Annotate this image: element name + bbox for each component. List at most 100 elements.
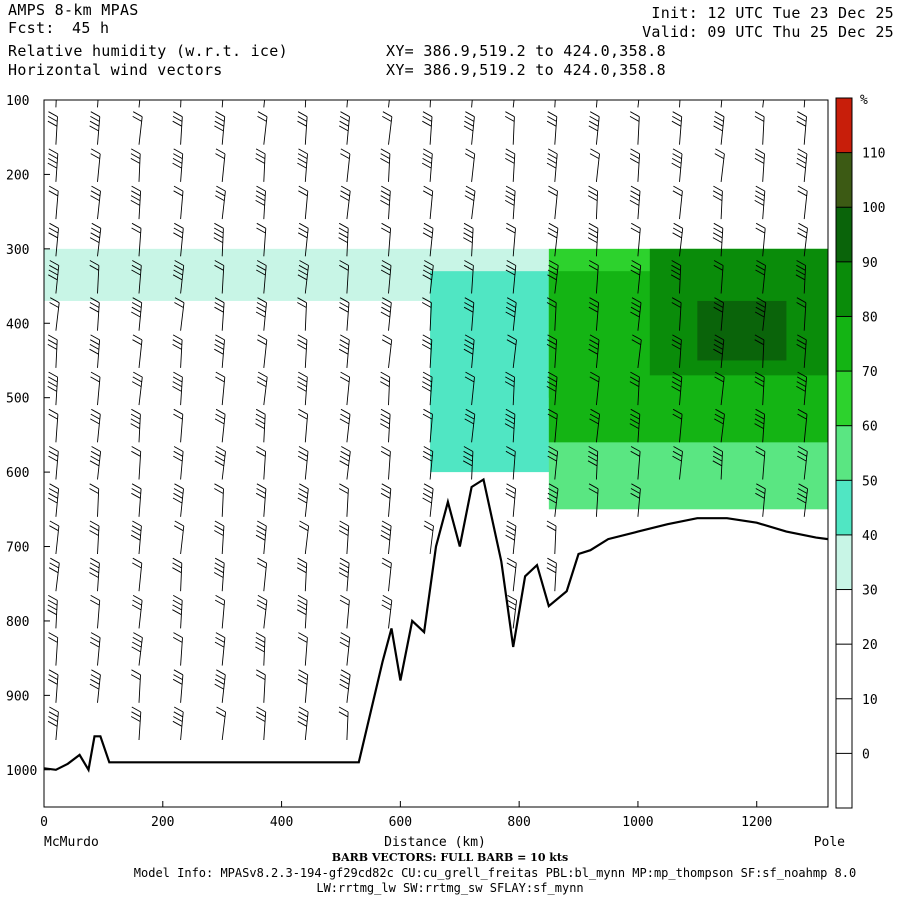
wind-barb <box>173 408 184 443</box>
wind-barb <box>172 632 183 666</box>
x-tick-label: 600 <box>389 815 412 830</box>
wind-barb <box>464 148 476 182</box>
wind-barb <box>546 371 558 406</box>
wind-barb <box>762 100 765 108</box>
wind-barb <box>714 148 725 182</box>
wind-barb <box>48 446 59 480</box>
wind-barb <box>589 371 600 406</box>
colorbar-swatch <box>836 698 852 754</box>
wind-barb <box>255 520 267 555</box>
wind-barb <box>131 371 143 406</box>
wind-barb <box>671 334 682 368</box>
wind-barb <box>381 595 393 629</box>
x-tick-label: 1000 <box>622 815 653 830</box>
wind-barb <box>48 408 59 443</box>
wind-barb <box>421 148 433 182</box>
wind-barb <box>380 185 391 220</box>
wind-barb <box>797 222 808 257</box>
wind-barb <box>588 297 600 331</box>
wind-barb <box>380 408 391 443</box>
wind-barb <box>587 222 599 257</box>
wind-barb <box>213 557 225 592</box>
wind-barb <box>338 111 350 145</box>
wind-barb <box>255 669 266 703</box>
wind-barb <box>422 222 434 257</box>
wind-barb <box>547 260 559 294</box>
wind-barb <box>421 334 433 368</box>
wind-barb <box>47 483 60 517</box>
wind-barb <box>49 297 60 331</box>
wind-barb <box>471 100 473 108</box>
wind-barb <box>173 446 184 480</box>
wind-barb <box>131 297 143 331</box>
colorbar-swatch <box>836 753 852 808</box>
y-tick-label: 400 <box>6 317 29 332</box>
wind-barb <box>89 260 100 294</box>
wind-barb <box>423 520 434 555</box>
wind-barb <box>256 222 267 257</box>
wind-barb <box>380 483 392 517</box>
colorbar-tick-label: 100 <box>862 201 885 216</box>
y-tick-label: 200 <box>6 168 29 183</box>
wind-barb <box>505 297 517 331</box>
wind-barb <box>297 334 308 368</box>
wind-barb <box>297 669 309 703</box>
wind-barb <box>214 446 226 480</box>
wind-barb <box>297 632 308 666</box>
wind-barb <box>506 557 517 592</box>
colorbar-tick-label: 20 <box>862 638 878 653</box>
wind-barb <box>714 408 725 443</box>
wind-barb <box>629 111 640 145</box>
wind-barb <box>547 446 559 480</box>
wind-barb <box>671 371 683 406</box>
wind-barb <box>797 446 808 480</box>
wind-barb <box>380 371 391 406</box>
wind-barb <box>172 669 184 703</box>
wind-barb <box>630 446 641 480</box>
wind-barb <box>132 111 143 145</box>
wind-barb <box>90 408 101 443</box>
wind-barb <box>297 706 309 741</box>
wind-barb <box>90 371 101 406</box>
y-tick-label: 500 <box>6 392 29 407</box>
wind-barb <box>48 222 59 257</box>
wind-barb <box>755 260 766 294</box>
wind-barb <box>130 185 142 220</box>
wind-barb <box>90 185 101 220</box>
y-axis: 100 200 300 400 500 600 700 800 900 1000 <box>6 94 50 779</box>
wind-barb <box>720 100 723 108</box>
colorbar-unit: % <box>860 93 868 108</box>
wind-barb <box>340 148 351 182</box>
wind-barb <box>672 446 683 480</box>
wind-barb <box>382 111 393 145</box>
colorbar-swatch <box>836 261 852 317</box>
wind-barb <box>49 520 60 555</box>
wind-barb <box>504 111 515 145</box>
wind-barb <box>713 260 724 294</box>
wind-barb <box>130 706 142 741</box>
wind-barb <box>505 260 517 294</box>
wind-barb <box>298 185 309 220</box>
wind-barb <box>214 632 226 666</box>
wind-barb <box>48 260 60 294</box>
wind-barb <box>48 632 59 666</box>
wind-barb <box>297 371 308 406</box>
wind-barb <box>755 446 766 480</box>
wind-barb <box>546 520 557 555</box>
wind-barb <box>546 557 557 592</box>
wind-barb <box>464 371 475 406</box>
wind-barb <box>263 100 266 108</box>
wind-barb <box>97 100 99 108</box>
wind-barb <box>754 371 765 406</box>
wind-barb <box>256 557 268 592</box>
wind-barb <box>429 100 431 108</box>
colorbar-swatch <box>836 98 852 153</box>
wind-barb <box>587 185 599 220</box>
wind-barb <box>504 408 516 443</box>
wind-barb <box>89 557 100 592</box>
wind-barb <box>255 297 267 331</box>
model-title: AMPS 8-km MPAS <box>8 1 139 19</box>
wind-barb <box>214 483 224 517</box>
wind-barb <box>297 483 309 517</box>
wind-barb <box>422 408 433 443</box>
